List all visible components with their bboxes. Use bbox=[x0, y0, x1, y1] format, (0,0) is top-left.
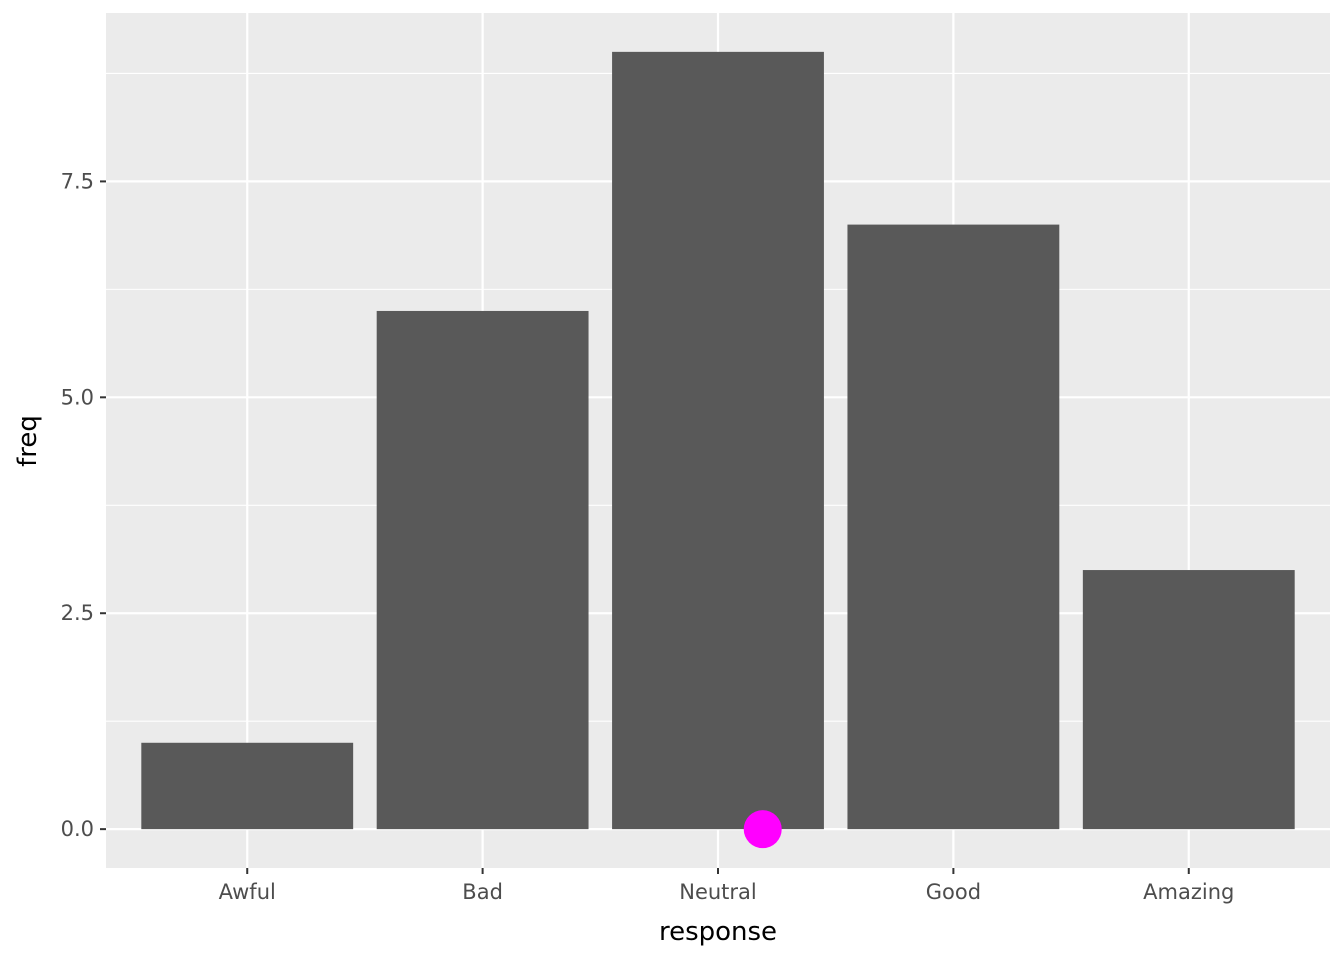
highlight-point bbox=[743, 810, 782, 849]
x-tick-label: Amazing bbox=[1143, 880, 1234, 904]
highlight-points bbox=[743, 810, 782, 849]
bar-amazing bbox=[1082, 570, 1295, 830]
x-tick-label: Awful bbox=[219, 880, 276, 904]
y-tick-label: 2.5 bbox=[61, 601, 94, 625]
x-axis: Awful Bad Neutral Good Amazing bbox=[219, 868, 1234, 904]
y-axis: 0.0 2.5 5.0 7.5 bbox=[61, 169, 106, 841]
y-tick-label: 0.0 bbox=[61, 817, 94, 841]
x-tick-label: Good bbox=[926, 880, 981, 904]
bar-neutral bbox=[612, 51, 824, 830]
bar-good bbox=[847, 224, 1060, 830]
x-tick-label: Bad bbox=[462, 880, 503, 904]
y-tick-label: 7.5 bbox=[61, 169, 94, 193]
y-axis-title: freq bbox=[13, 415, 43, 467]
y-tick-label: 5.0 bbox=[61, 385, 94, 409]
x-tick-label: Neutral bbox=[679, 880, 757, 904]
bar-bad bbox=[376, 310, 589, 830]
bar-awful bbox=[141, 742, 354, 830]
x-axis-title: response bbox=[659, 917, 777, 947]
bars bbox=[141, 51, 1295, 830]
